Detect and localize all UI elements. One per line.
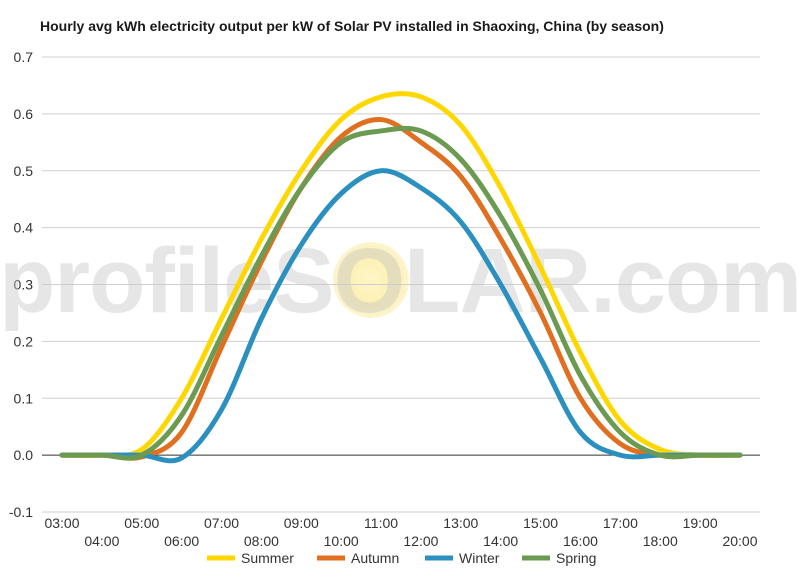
- x-tick-label: 11:00: [364, 515, 398, 531]
- legend-label: Spring: [556, 550, 596, 566]
- x-tick-label: 16:00: [563, 533, 598, 549]
- x-tick-label: 15:00: [523, 515, 558, 531]
- x-tick-label: 07:00: [204, 515, 239, 531]
- x-tick-label: 04:00: [84, 533, 119, 549]
- x-tick-label: 14:00: [483, 533, 518, 549]
- series-line-autumn: [59, 117, 743, 461]
- x-tick-label: 19:00: [683, 515, 718, 531]
- x-tick-label: 06:00: [164, 533, 199, 549]
- series-line-winter: [59, 168, 743, 464]
- watermark-text: profileSOLAR.com: [0, 230, 800, 332]
- legend-label: Autumn: [351, 550, 399, 566]
- x-tick-label: 03:00: [44, 515, 79, 531]
- y-tick-label: 0.2: [14, 333, 34, 349]
- x-tick-label: 20:00: [722, 533, 757, 549]
- y-tick-label: -0.1: [9, 504, 33, 520]
- x-tick-label: 18:00: [643, 533, 678, 549]
- legend-label: Winter: [459, 550, 500, 566]
- legend-label: Summer: [241, 550, 294, 566]
- watermark-sun-icon: [333, 242, 409, 318]
- y-tick-label: 0.5: [14, 163, 34, 179]
- y-tick-label: 0.1: [14, 390, 34, 406]
- x-tick-label: 10:00: [324, 533, 359, 549]
- y-tick-label: 0.6: [14, 106, 34, 122]
- y-tick-label: 0.4: [14, 220, 34, 236]
- x-tick-label: 05:00: [124, 515, 159, 531]
- series-line-summer: [59, 91, 743, 459]
- x-tick-label: 13:00: [443, 515, 478, 531]
- chart-title: Hourly avg kWh electricity output per kW…: [40, 18, 664, 34]
- y-tick-label: 0.3: [14, 277, 34, 293]
- x-tick-label: 08:00: [244, 533, 279, 549]
- x-tick-label: 17:00: [603, 515, 638, 531]
- x-tick-label: 09:00: [284, 515, 319, 531]
- y-tick-label: 0.7: [14, 49, 34, 65]
- y-tick-label: 0.0: [14, 447, 34, 463]
- x-tick-label: 12:00: [403, 533, 438, 549]
- series-line-spring: [59, 125, 743, 461]
